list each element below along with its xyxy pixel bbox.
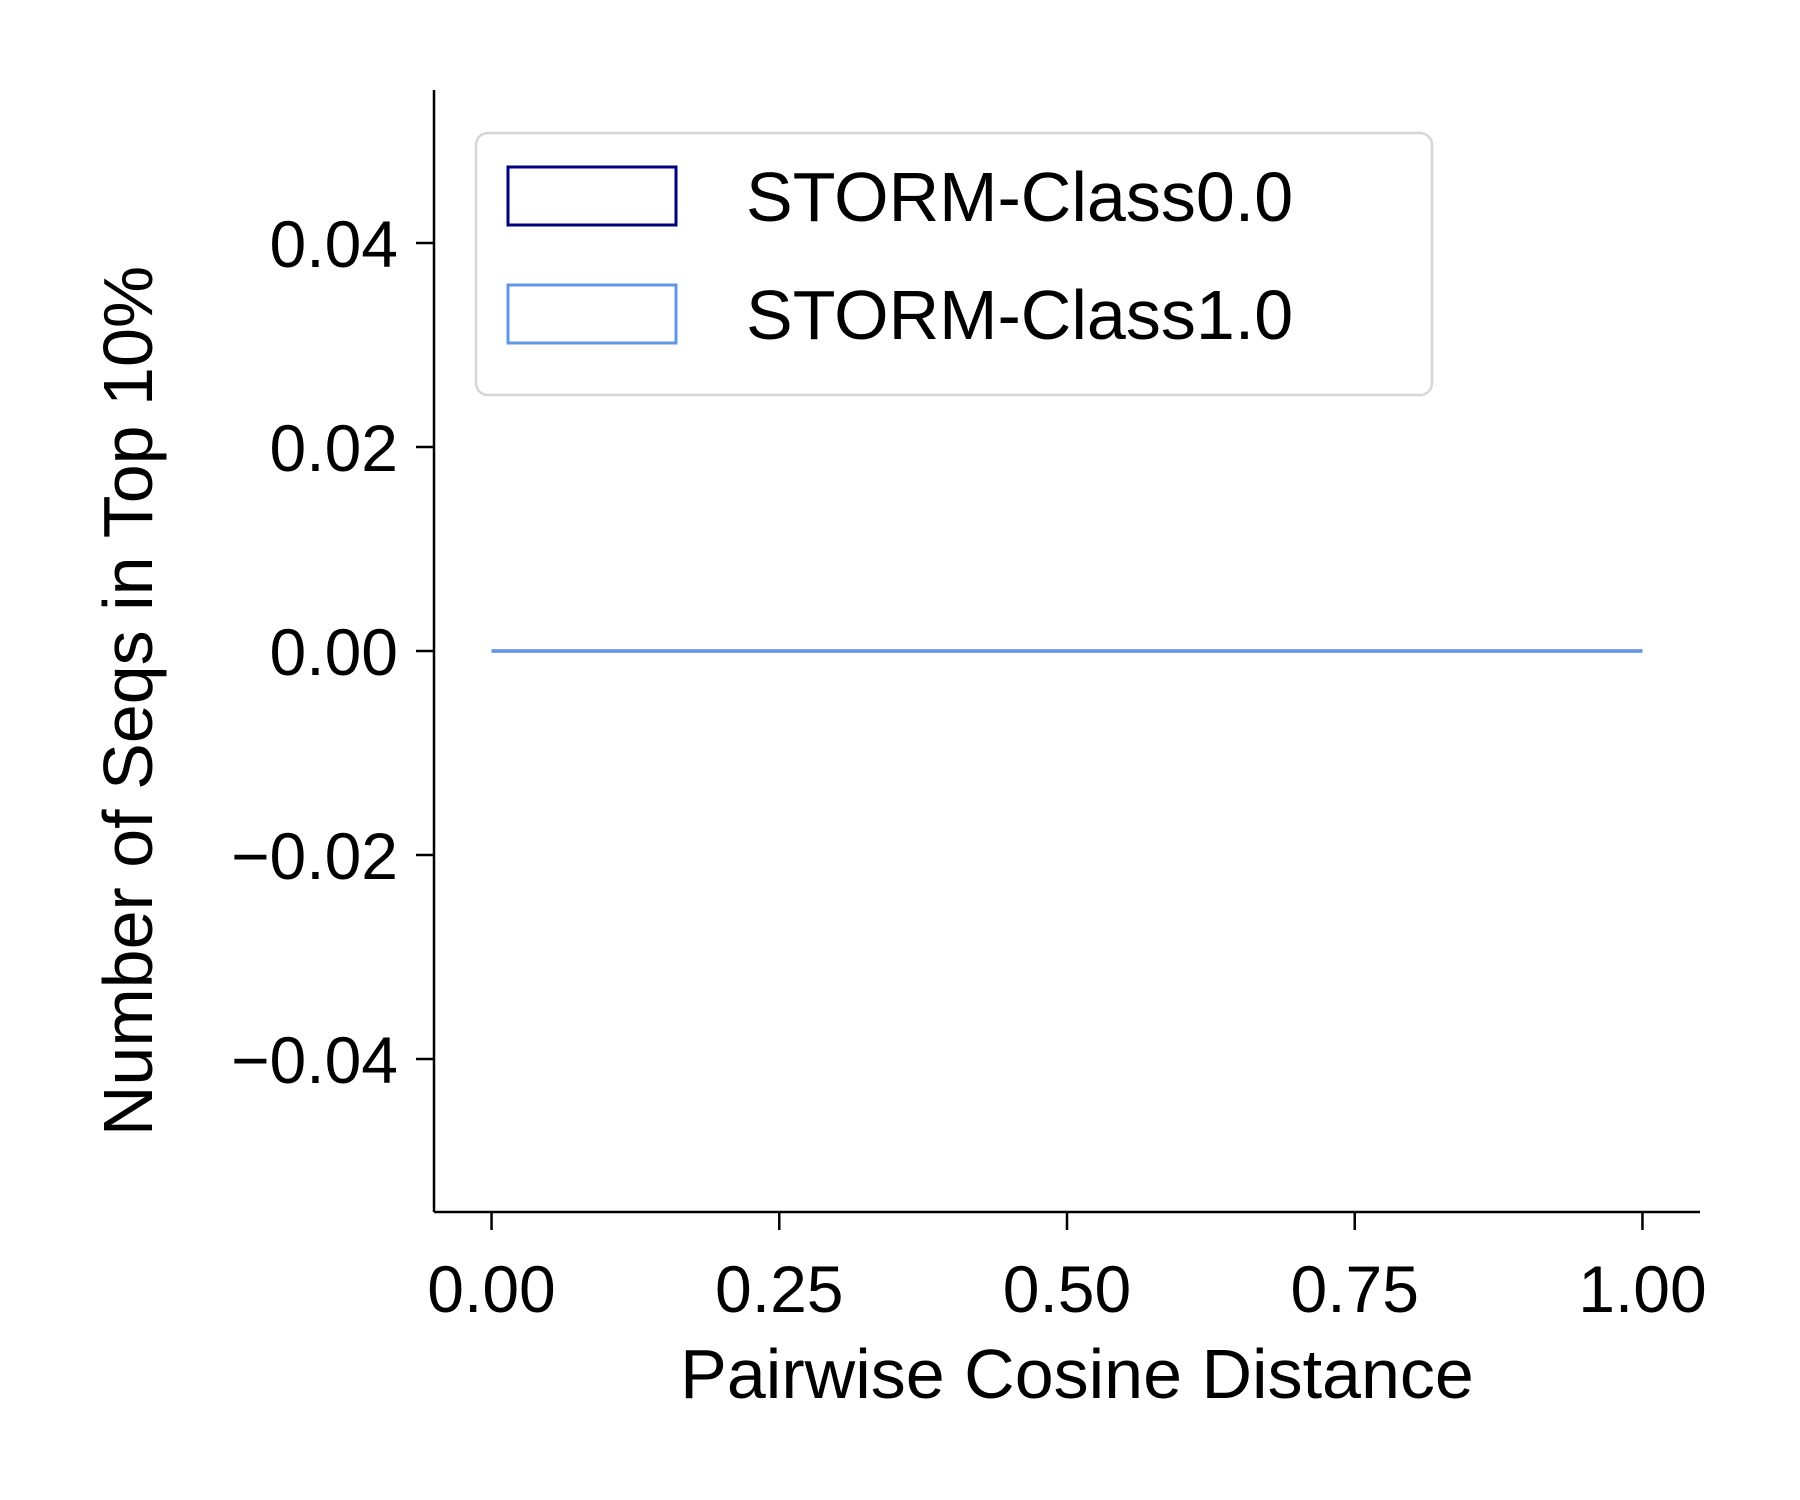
x-tick-label: 0.50	[1003, 1252, 1131, 1326]
legend-swatch-1	[506, 283, 678, 345]
x-tick-label: 0.00	[427, 1252, 555, 1326]
y-tick-label: 0.02	[270, 411, 398, 485]
x-tick-label: 0.75	[1290, 1252, 1418, 1326]
legend: STORM-Class0.0 STORM-Class1.0	[474, 131, 1434, 397]
y-axis-label: Number of Seqs in Top 10%	[89, 266, 167, 1136]
x-tick-label: 0.25	[715, 1252, 843, 1326]
y-tick-label: 0.00	[270, 615, 398, 689]
y-tick-label: 0.04	[270, 207, 398, 281]
legend-label-0: STORM-Class0.0	[746, 158, 1293, 236]
y-ticks: −0.04 −0.02 0.00 0.02 0.04	[231, 207, 434, 1097]
legend-label-1: STORM-Class1.0	[746, 276, 1293, 354]
legend-frame	[474, 131, 1434, 397]
legend-swatch-0	[506, 165, 678, 227]
y-tick-label: −0.02	[231, 819, 398, 893]
x-ticks: 0.00 0.25 0.50 0.75 1.00	[427, 1212, 1707, 1326]
y-tick-label: −0.04	[231, 1023, 398, 1097]
x-tick-label: 1.00	[1578, 1252, 1706, 1326]
x-axis-label: Pairwise Cosine Distance	[680, 1335, 1474, 1413]
